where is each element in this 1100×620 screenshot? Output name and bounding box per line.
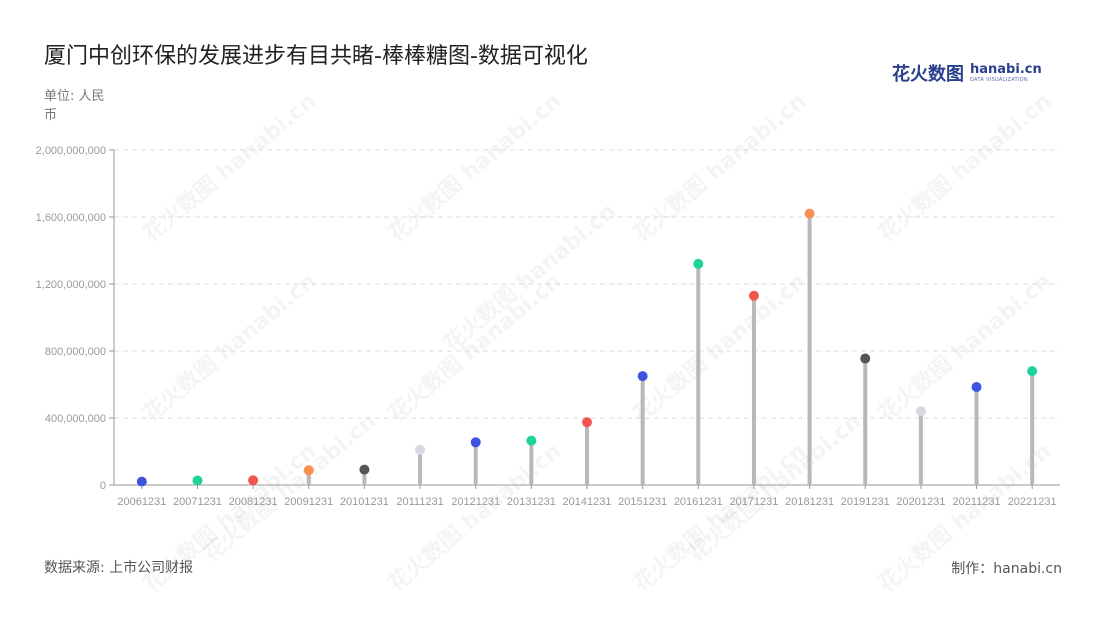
x-tick-label: 20131231 xyxy=(507,496,556,508)
x-tick-label: 20091231 xyxy=(284,496,333,508)
y-tick-label: 1,600,000,000 xyxy=(36,212,106,224)
lollipop-dot xyxy=(804,208,815,219)
x-tick-label: 20221231 xyxy=(1008,496,1057,508)
lollipop-dot xyxy=(248,475,259,486)
lollipop-dot xyxy=(582,417,592,428)
lollipop-dot xyxy=(637,371,648,382)
logo-cn-text: 花火数图 xyxy=(892,64,964,85)
lollipop-dot xyxy=(915,406,926,417)
x-tick-label: 20211231 xyxy=(952,496,1000,508)
lollipop-dot xyxy=(526,435,537,446)
x-tick-label: 20071231 xyxy=(173,496,222,508)
y-tick-label: 800,000,000 xyxy=(45,346,106,358)
lollipop-dot xyxy=(192,475,203,486)
y-tick-label: 2,000,000,000 xyxy=(36,145,106,157)
x-tick-label: 20201231 xyxy=(896,496,945,508)
x-tick-label: 20161231 xyxy=(674,496,723,508)
lollipop-dot xyxy=(359,464,370,475)
logo-en-group: hanabi.cn DATA VISUALIZATION xyxy=(970,63,1042,83)
y-tick-label: 0 xyxy=(100,480,106,492)
lollipop-dot xyxy=(860,353,871,364)
logo-sub-text: DATA VISUALIZATION xyxy=(970,77,1028,83)
credit-label: 制作：hanabi.cn xyxy=(951,561,1062,577)
lollipop-dot xyxy=(303,465,314,476)
logo-en-text: hanabi.cn xyxy=(970,62,1042,77)
chart-title: 厦门中创环保的发展进步有目共睹-棒棒糖图-数据可视化 xyxy=(44,44,588,69)
lollipop-dot xyxy=(415,444,426,455)
x-tick-label: 20181231 xyxy=(785,496,834,508)
x-tick-label: 20081231 xyxy=(229,496,278,508)
lollipop-dot xyxy=(971,382,982,393)
x-tick-label: 20141231 xyxy=(563,496,612,508)
lollipop-dot xyxy=(136,476,147,487)
x-tick-label: 20151231 xyxy=(618,496,667,508)
x-tick-label: 20191231 xyxy=(841,496,890,508)
x-tick-label: 20101231 xyxy=(340,496,389,508)
x-tick-label: 20111231 xyxy=(396,496,443,508)
lollipop-dot xyxy=(470,437,481,448)
unit-label: 单位: 人民币 xyxy=(44,89,105,123)
lollipop-dot xyxy=(1027,366,1038,377)
x-tick-label: 20171231 xyxy=(729,496,778,508)
y-tick-label: 1,200,000,000 xyxy=(36,279,106,291)
lollipop-dot xyxy=(693,258,704,269)
data-source: 数据来源: 上市公司财报 xyxy=(44,560,194,576)
brand-logo: 花火数图 hanabi.cn DATA VISUALIZATION xyxy=(892,60,1042,86)
y-tick-label: 400,000,000 xyxy=(45,413,106,425)
x-tick-label: 20061231 xyxy=(117,496,166,508)
x-tick-label: 20121231 xyxy=(451,496,500,508)
lollipop-dot xyxy=(748,290,759,301)
